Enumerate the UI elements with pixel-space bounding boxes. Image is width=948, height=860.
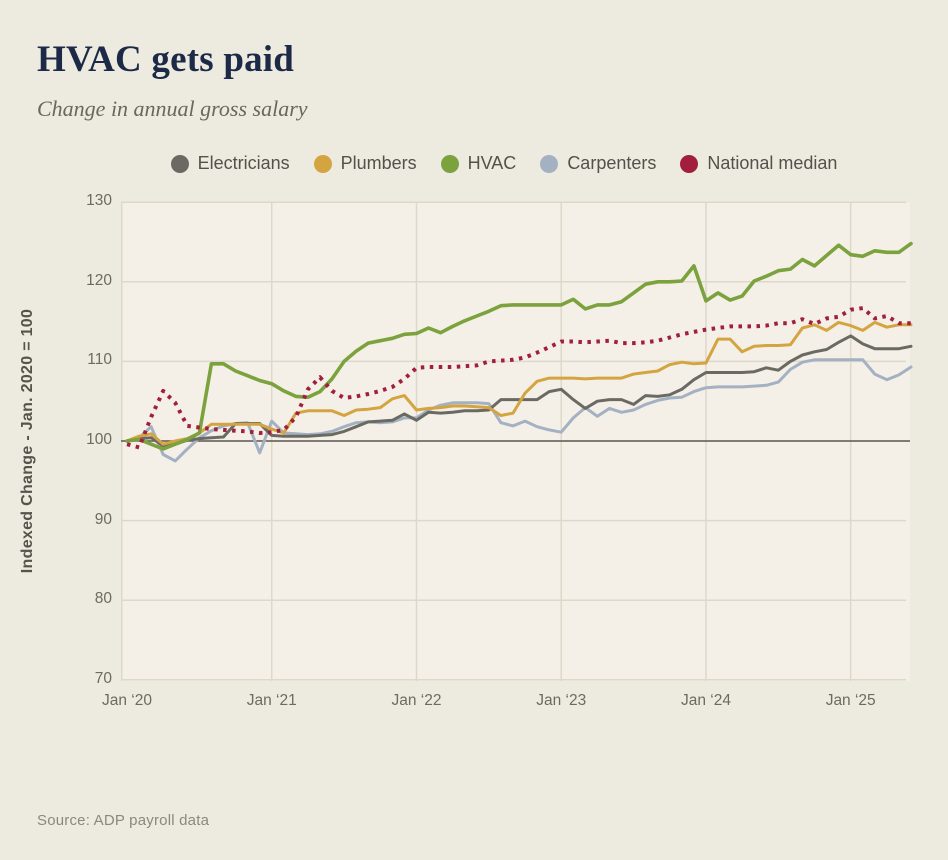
chart-subtitle: Change in annual gross salary bbox=[37, 96, 308, 121]
chart-legend: Electricians Plumbers HVAC Carpenters Na… bbox=[0, 153, 948, 174]
legend-item-national-median: National median bbox=[680, 153, 837, 174]
x-tick-label: Jan ‘22 bbox=[391, 692, 442, 709]
legend-label-hvac: HVAC bbox=[467, 153, 517, 173]
legend-item-plumbers: Plumbers bbox=[313, 153, 417, 174]
series-line-national-median bbox=[126, 306, 911, 450]
y-tick-label: 100 bbox=[86, 431, 112, 448]
hvac-dot-icon bbox=[440, 154, 459, 173]
electricians-dot-icon bbox=[170, 154, 189, 173]
legend-item-carpenters: Carpenters bbox=[540, 153, 656, 174]
legend-label-electricians: Electricians bbox=[197, 153, 290, 173]
legend-label-plumbers: Plumbers bbox=[340, 153, 417, 173]
source-note: Source: ADP payroll data bbox=[37, 812, 210, 829]
y-tick-label: 120 bbox=[86, 271, 112, 289]
x-tick-label: Jan ‘21 bbox=[246, 692, 297, 709]
y-tick-label: 130 bbox=[86, 192, 112, 210]
series-line-carpenters bbox=[125, 358, 913, 463]
y-tick-label: 70 bbox=[94, 669, 112, 687]
x-tick-label: Jan ‘25 bbox=[825, 692, 876, 709]
carpenters-dot-icon bbox=[540, 154, 559, 173]
y-axis-title: Indexed Change - Jan. 2020 = 100 bbox=[19, 308, 36, 574]
y-tick-label: 110 bbox=[87, 351, 112, 369]
x-tick-label: Jan ‘23 bbox=[536, 692, 587, 709]
series-line-hvac bbox=[125, 241, 913, 451]
page-title: HVAC gets paid bbox=[37, 39, 295, 80]
legend-item-electricians: Electricians bbox=[170, 153, 290, 174]
national-median-dot-icon bbox=[680, 154, 699, 173]
x-tick-label: Jan ‘20 bbox=[102, 692, 152, 709]
legend-label-carpenters: Carpenters bbox=[567, 153, 657, 173]
plumbers-dot-icon bbox=[313, 154, 332, 173]
y-tick-label: 90 bbox=[94, 510, 112, 528]
y-tick-label: 80 bbox=[94, 590, 112, 608]
series-line-plumbers bbox=[125, 320, 913, 446]
legend-label-national-median: National median bbox=[707, 153, 838, 173]
plot-area bbox=[121, 202, 910, 681]
legend-item-hvac: HVAC bbox=[440, 153, 517, 174]
x-tick-label: Jan ‘24 bbox=[680, 692, 731, 709]
